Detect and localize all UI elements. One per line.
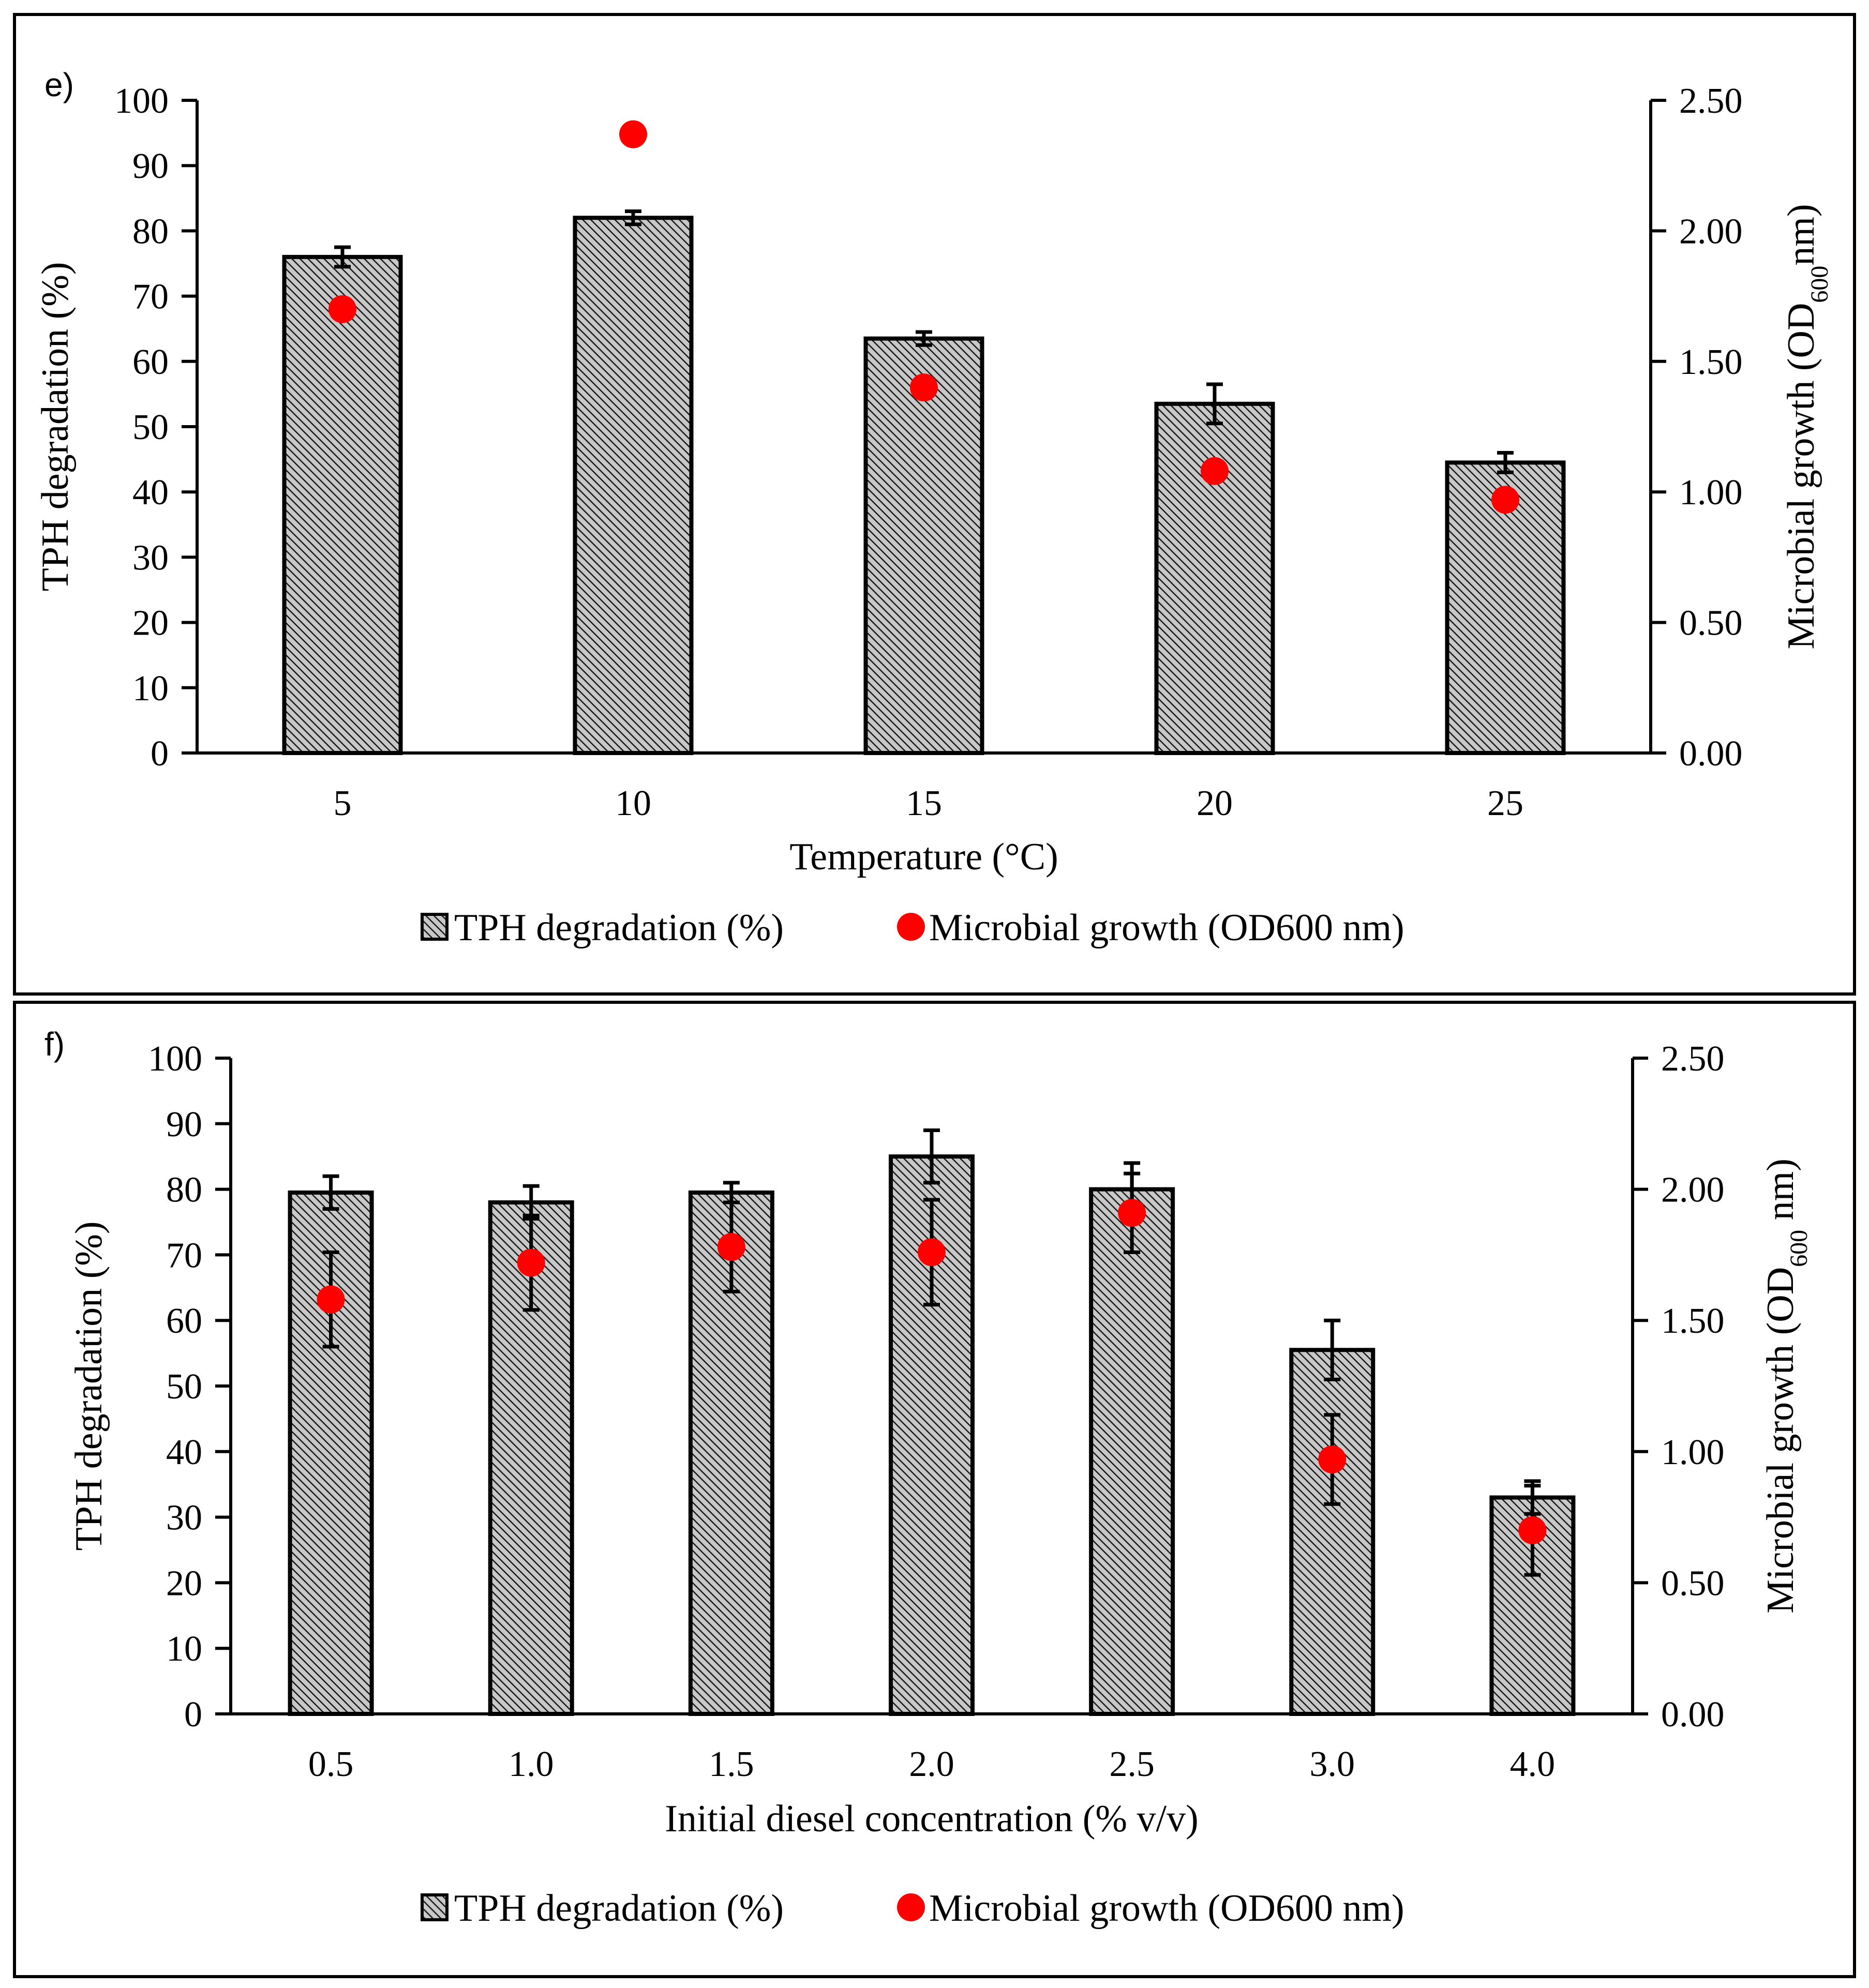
x-axis-title: Temperature (°C)	[789, 836, 1058, 878]
y-tick-label: 0	[184, 1695, 202, 1735]
y-tick-label: 40	[132, 473, 169, 513]
legend-bar-label: TPH degradation (%)	[454, 907, 784, 949]
y-tick-label: 20	[166, 1563, 202, 1603]
y-tick-label: 30	[132, 538, 169, 578]
growth-point-5	[328, 295, 356, 323]
y2-tick-label: 1.50	[1661, 1301, 1725, 1341]
y2-axis-title-end: nm)	[1780, 204, 1822, 265]
y2-axis-title: Microbial growth (OD600 nm)	[1759, 1158, 1813, 1614]
y-tick-label: 20	[132, 604, 169, 643]
growth-point-1.5	[717, 1233, 745, 1261]
x-tick-label: 5	[334, 784, 352, 823]
y2-tick-label: 2.50	[1661, 1039, 1725, 1079]
bar-10	[573, 216, 694, 755]
y2-axis-title-main: Microbial growth (OD	[1780, 303, 1822, 650]
growth-point-10	[619, 120, 647, 148]
y2-tick-label: 1.50	[1679, 342, 1743, 382]
y2-tick-label: 1.00	[1661, 1433, 1725, 1472]
growth-point-1.0	[517, 1248, 545, 1277]
growth-point-15	[910, 373, 938, 402]
y-tick-label: 80	[166, 1170, 202, 1210]
y-tick-label: 10	[132, 669, 169, 709]
x-tick-label: 1.0	[509, 1744, 554, 1784]
y2-axis-title-end: nm)	[1759, 1158, 1802, 1230]
panel-label: f)	[44, 1026, 65, 1063]
y-tick-label: 80	[132, 212, 169, 251]
panel-label: e)	[44, 66, 74, 103]
y-tick-label: 100	[148, 1039, 202, 1079]
x-tick-label: 2.5	[1109, 1744, 1155, 1784]
legend-bar-label: TPH degradation (%)	[454, 1887, 784, 1930]
x-tick-label: 20	[1197, 784, 1233, 823]
y-tick-label: 60	[132, 342, 169, 382]
y-tick-label: 30	[166, 1498, 202, 1538]
y2-tick-label: 2.50	[1679, 81, 1743, 121]
y-axis-title: TPH degradation (%)	[68, 1221, 110, 1550]
y2-axis-title: Microbial growth (OD600nm)	[1780, 204, 1833, 649]
legend-point-label: Microbial growth (OD600 nm)	[929, 1887, 1404, 1930]
legend-bar-swatch	[421, 1893, 448, 1921]
growth-point-25	[1491, 486, 1519, 514]
x-axis-title: Initial diesel concentration (% v/v)	[665, 1798, 1199, 1840]
y2-tick-label: 0.50	[1679, 604, 1743, 643]
y-axis-title: TPH degradation (%)	[34, 262, 77, 591]
legend-point-swatch	[897, 1893, 925, 1921]
growth-point-4.0	[1518, 1516, 1547, 1544]
growth-point-0.5	[317, 1285, 345, 1314]
bar-20	[1154, 401, 1275, 755]
growth-point-3.0	[1318, 1445, 1347, 1474]
y2-tick-label: 0.50	[1661, 1563, 1725, 1603]
x-tick-label: 25	[1487, 784, 1523, 823]
y-tick-label: 10	[166, 1629, 202, 1669]
legend-point-swatch	[897, 913, 925, 941]
legend-bar-swatch	[421, 913, 448, 941]
y2-tick-label: 2.00	[1661, 1170, 1725, 1210]
y-tick-label: 40	[166, 1433, 202, 1472]
y-tick-label: 50	[166, 1367, 202, 1407]
x-tick-label: 0.5	[308, 1744, 354, 1784]
bar-3.0	[1289, 1348, 1375, 1716]
x-tick-label: 3.0	[1310, 1744, 1355, 1784]
y2-tick-label: 1.00	[1679, 473, 1743, 513]
legend-point-label: Microbial growth (OD600 nm)	[929, 907, 1404, 949]
y-tick-label: 70	[132, 277, 169, 317]
bar-2.5	[1089, 1187, 1175, 1716]
growth-point-20	[1201, 457, 1229, 485]
y-tick-label: 50	[132, 408, 169, 447]
y-tick-label: 90	[166, 1105, 202, 1144]
chart-f-svg: f)01020304050607080901000.000.501.001.50…	[44, 1026, 1813, 1930]
chart-panel-f: f) 0 10 20 30 40 50 60 70 80 90 100 0.00 0.50 1.00 1.50…	[13, 1001, 1856, 1978]
x-tick-label: 15	[906, 784, 942, 823]
bar-5	[282, 254, 403, 755]
y-tick-label: 60	[166, 1301, 202, 1341]
x-tick-label: 1.5	[709, 1744, 754, 1784]
chart-e-svg: e) 0 10 20 30 40 50 60 70 80 90 100 0.00 0.50 1.00 1.50…	[34, 66, 1833, 949]
y-tick-label: 100	[114, 81, 169, 121]
x-tick-label: 2.0	[909, 1744, 954, 1784]
y2-axis-title-subscript: 600	[1806, 266, 1833, 303]
x-tick-label: 10	[615, 784, 651, 823]
y-tick-label: 70	[166, 1236, 202, 1275]
y2-tick-label: 0.00	[1679, 734, 1743, 774]
y-tick-label: 90	[132, 146, 169, 186]
growth-point-2.5	[1118, 1199, 1146, 1227]
y2-tick-label: 0.00	[1661, 1695, 1725, 1735]
chart-panel-e: e) 0 10 20 30 40 50 60 70 80 90 100 0.00 0.50 1.00 1.50…	[13, 13, 1856, 996]
y2-axis-title-main: Microbial growth (OD	[1759, 1267, 1802, 1614]
y-tick-label: 0	[151, 734, 169, 774]
growth-point-2.0	[918, 1238, 946, 1267]
y2-axis-title-subscript: 600	[1785, 1230, 1813, 1267]
x-tick-label: 4.0	[1510, 1744, 1556, 1784]
y2-tick-label: 2.00	[1679, 212, 1743, 251]
